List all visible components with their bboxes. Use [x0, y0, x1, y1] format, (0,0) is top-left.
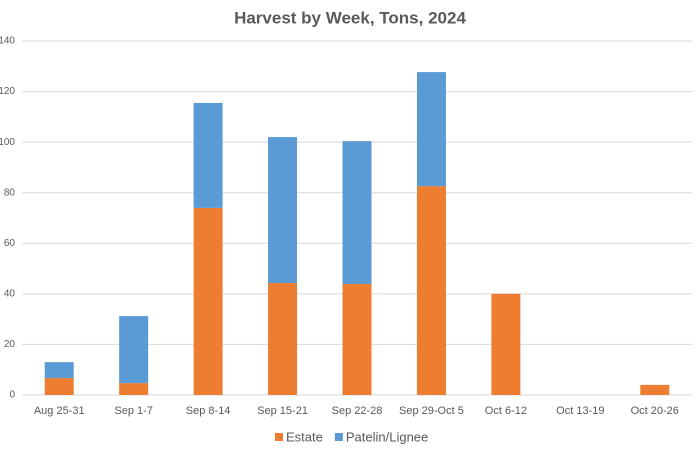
y-tick-label: 120	[0, 86, 15, 97]
bar-segment	[119, 383, 149, 395]
bar-segment	[268, 282, 298, 395]
legend-swatch	[334, 433, 343, 441]
x-tick-label: Sep 22-28	[332, 405, 383, 417]
y-tick-label: 80	[4, 187, 16, 198]
y-tick-label: 60	[4, 238, 16, 249]
bar-segment	[342, 141, 372, 284]
y-tick-label: 40	[4, 288, 16, 299]
y-tick-label: 100	[0, 137, 15, 148]
x-tick-label: Sep 29-Oct 5	[399, 405, 464, 417]
bar-segment	[44, 362, 74, 379]
chart-title: Harvest by Week, Tons, 2024	[234, 8, 466, 27]
x-tick-label: Sep 15-21	[257, 405, 308, 417]
bar-segment	[416, 72, 446, 187]
x-tick-label: Oct 6-12	[485, 405, 527, 417]
bar-segment	[193, 102, 223, 208]
x-tick-label: Oct 13-19	[556, 405, 604, 417]
y-tick-label: 0	[9, 390, 15, 401]
x-tick-label: Aug 25-31	[34, 405, 85, 417]
y-tick-label: 140	[0, 36, 15, 47]
bar-segment	[268, 137, 298, 283]
legend-label: Estate	[286, 429, 323, 444]
x-tick-label: Sep 8-14	[186, 405, 231, 417]
bar-segment	[342, 283, 372, 395]
bar-segment	[44, 378, 74, 395]
bar-segment	[640, 384, 670, 395]
legend-swatch	[275, 433, 283, 441]
legend-label: Patelin/Lignee	[346, 429, 428, 444]
x-tick-label: Sep 1-7	[114, 405, 153, 417]
bar-segment	[416, 186, 446, 395]
x-tick-label: Oct 20-26	[631, 405, 679, 417]
bar-segment	[119, 316, 149, 384]
y-tick-label: 20	[4, 339, 16, 350]
bar-segment	[193, 207, 223, 395]
bar-segment	[491, 293, 521, 395]
